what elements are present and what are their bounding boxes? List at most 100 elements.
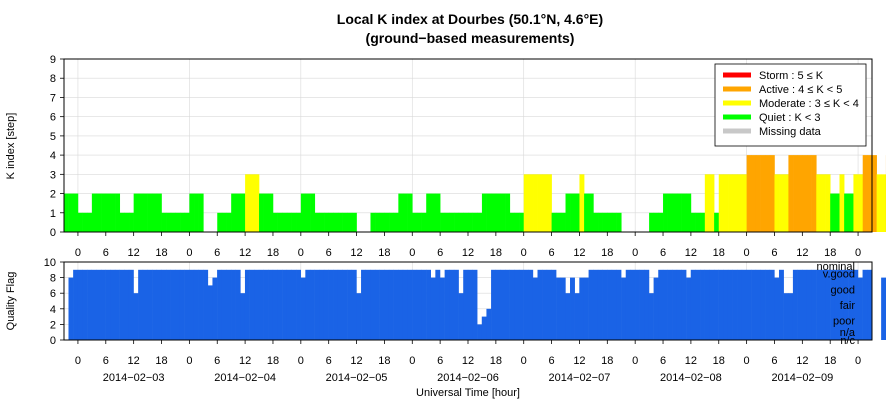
k-index-x-tick-label: 18 bbox=[824, 247, 836, 259]
quality-bar bbox=[87, 269, 93, 340]
quality-bar bbox=[277, 269, 283, 340]
k-index-bar bbox=[240, 193, 246, 232]
k-index-bar bbox=[481, 193, 487, 232]
k-index-bar bbox=[751, 155, 757, 232]
k-index-bar bbox=[802, 155, 808, 232]
k-index-bar bbox=[161, 212, 167, 232]
quality-bar bbox=[351, 269, 357, 340]
k-index-bar bbox=[500, 193, 506, 232]
k-index-x-tick-label: 18 bbox=[155, 247, 167, 259]
k-index-bar bbox=[282, 212, 288, 232]
quality-x-tick-label: 6 bbox=[549, 355, 555, 367]
k-index-bar bbox=[254, 174, 260, 232]
k-index-bar bbox=[491, 193, 497, 232]
quality-bar bbox=[365, 269, 371, 340]
k-index-bar bbox=[375, 212, 381, 232]
k-index-bar bbox=[449, 212, 455, 232]
quality-x-tick-label: 18 bbox=[824, 355, 836, 367]
k-index-bar bbox=[115, 193, 121, 232]
legend-label-storm: Storm : 5 ≤ K bbox=[759, 70, 824, 82]
quality-bar bbox=[73, 269, 79, 340]
chart-title-line1: Local K index at Dourbes (50.1°N, 4.6°E) bbox=[337, 11, 603, 27]
k-index-bar bbox=[235, 193, 241, 232]
k-index-bar bbox=[96, 193, 102, 232]
quality-bar bbox=[444, 269, 450, 340]
quality-bar bbox=[830, 269, 836, 340]
k-index-bar bbox=[806, 155, 812, 232]
k-index-x-tick-label: 6 bbox=[549, 247, 555, 259]
quality-bar bbox=[686, 277, 692, 340]
quality-bar bbox=[272, 269, 278, 340]
quality-bar bbox=[193, 269, 199, 340]
k-index-bar bbox=[774, 174, 780, 232]
quality-level-label: fair bbox=[840, 300, 856, 312]
k-index-bar bbox=[593, 212, 599, 232]
k-index-bar bbox=[296, 212, 302, 232]
k-index-bar bbox=[723, 174, 729, 232]
k-index-bar bbox=[73, 193, 79, 232]
k-index-bar bbox=[663, 193, 668, 232]
k-index-x-tick-label: 0 bbox=[298, 247, 304, 259]
quality-bar bbox=[221, 269, 227, 340]
x-axis-label: Universal Time [hour] bbox=[416, 387, 520, 399]
quality-bar bbox=[388, 269, 394, 340]
k-index-y-tick-label: 8 bbox=[50, 73, 56, 85]
quality-bar bbox=[639, 269, 645, 340]
quality-bar bbox=[156, 269, 162, 340]
k-index-bar bbox=[198, 193, 204, 232]
k-index-bar bbox=[523, 174, 529, 232]
quality-bar bbox=[458, 293, 464, 340]
quality-bar bbox=[258, 269, 264, 340]
quality-x-tick-label: 18 bbox=[155, 355, 167, 367]
k-index-bar bbox=[245, 174, 251, 232]
k-index-bar bbox=[152, 193, 158, 232]
k-index-bar bbox=[430, 193, 436, 232]
quality-bar bbox=[667, 269, 673, 340]
quality-bar bbox=[737, 269, 743, 340]
quality-bar bbox=[100, 269, 106, 340]
k-index-bar bbox=[876, 174, 882, 232]
k-index-y-tick-label: 2 bbox=[50, 189, 56, 201]
quality-bar bbox=[337, 269, 343, 340]
quality-x-tick-label: 6 bbox=[103, 355, 109, 367]
quality-bar bbox=[672, 269, 678, 340]
legend-label-quiet: Quiet : K < 3 bbox=[759, 112, 820, 124]
quality-bar bbox=[732, 269, 738, 340]
quality-bar bbox=[226, 269, 232, 340]
k-index-x-tick-label: 6 bbox=[437, 247, 443, 259]
k-index-bar bbox=[398, 193, 404, 232]
quality-bar bbox=[416, 269, 422, 340]
k-index-x-tick-label: 0 bbox=[186, 247, 192, 259]
k-index-y-ticks: 0 1 2 3 4 5 6 7 8 9 bbox=[50, 54, 64, 239]
k-index-bar bbox=[272, 212, 278, 232]
quality-bar bbox=[96, 269, 102, 340]
quality-level-label: v.good bbox=[823, 269, 855, 281]
k-index-bar bbox=[310, 193, 316, 232]
quality-bar bbox=[254, 269, 260, 340]
quality-bar bbox=[741, 269, 747, 340]
k-index-bar bbox=[110, 193, 116, 232]
quality-x-tick-label: 12 bbox=[796, 355, 808, 367]
quality-bar bbox=[727, 269, 733, 340]
k-index-bar bbox=[793, 155, 799, 232]
k-index-bar bbox=[570, 193, 576, 232]
k-index-bar bbox=[477, 212, 483, 232]
k-index-bar bbox=[105, 193, 111, 232]
k-index-bar bbox=[560, 212, 566, 232]
k-index-bar bbox=[156, 193, 162, 232]
k-index-bar bbox=[607, 212, 613, 232]
quality-bar bbox=[263, 269, 269, 340]
quality-bar bbox=[467, 269, 473, 340]
k-index-x-tick-label: 0 bbox=[521, 247, 527, 259]
k-index-bar bbox=[653, 212, 659, 232]
k-index-bar bbox=[686, 193, 692, 232]
k-index-bar bbox=[509, 212, 515, 232]
k-index-x-tick-label: 12 bbox=[239, 247, 251, 259]
k-index-bar bbox=[714, 212, 720, 232]
k-index-x-tick-label: 6 bbox=[326, 247, 332, 259]
legend-label-active: Active : 4 ≤ K < 5 bbox=[759, 84, 842, 96]
quality-bar bbox=[189, 269, 195, 340]
quality-bar bbox=[820, 269, 826, 340]
quality-bar bbox=[142, 269, 148, 340]
